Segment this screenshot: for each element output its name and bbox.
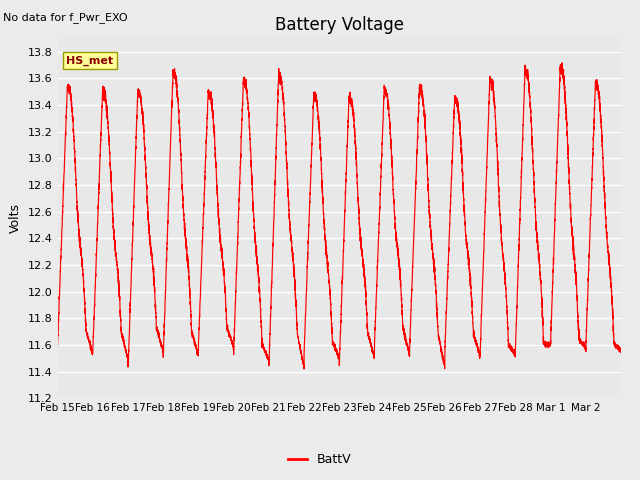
Y-axis label: Volts: Volts bbox=[10, 204, 22, 233]
Text: No data for f_Pwr_EXO: No data for f_Pwr_EXO bbox=[3, 12, 128, 23]
Legend: BattV: BattV bbox=[284, 448, 356, 471]
Title: Battery Voltage: Battery Voltage bbox=[275, 16, 404, 34]
Text: HS_met: HS_met bbox=[67, 56, 113, 66]
